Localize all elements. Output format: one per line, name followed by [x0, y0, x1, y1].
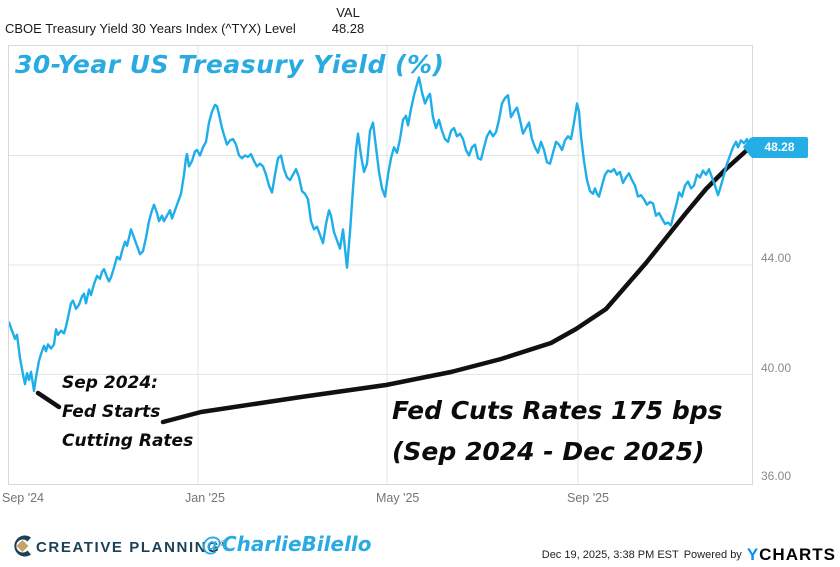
annotation-line: Fed Cuts Rates 175 bps	[392, 396, 723, 425]
ycharts-y: Y	[746, 545, 760, 564]
creative-planning-logo-icon	[14, 535, 31, 557]
x-tick-sep25: Sep '25	[567, 491, 610, 505]
annotation-line: Sep 2024:	[62, 373, 158, 393]
annotation-line: Fed Starts	[62, 402, 161, 422]
ycharts-charts: CHARTS	[759, 545, 836, 564]
plot-area	[8, 45, 753, 485]
val-current-value: 48.28	[331, 21, 365, 36]
annotation-fed-starts: Sep 2024: Fed Starts Cutting Rates	[62, 369, 193, 456]
val-column-header: VAL	[336, 5, 360, 20]
powered-by-label: Powered by	[683, 549, 742, 561]
series-name: CBOE Treasury Yield 30 Years Index (^TYX…	[5, 21, 296, 36]
chart-canvas	[9, 46, 752, 484]
annotation-line: (Sep 2024 - Dec 2025)	[392, 437, 705, 466]
chart-title: 30-Year US Treasury Yield (%)	[15, 50, 445, 79]
brand-text: CREATIVE PLANNING	[36, 539, 221, 556]
creative-planning-wordmark: CREATIVE PLANNING®	[36, 539, 226, 556]
annotation-line: Cutting Rates	[62, 431, 194, 451]
annotation-fed-cuts: Fed Cuts Rates 175 bps (Sep 2024 - Dec 2…	[392, 390, 723, 472]
last-value-tag: 48.28	[743, 137, 808, 158]
ycharts-logo: YCHARTS	[747, 545, 836, 565]
y-tick-36: 36.00	[761, 469, 792, 483]
x-tick-jan25: Jan '25	[185, 491, 225, 505]
y-tick-40: 40.00	[761, 361, 792, 375]
registered-mark: ®	[220, 541, 226, 548]
y-tick-44: 44.00	[761, 251, 792, 265]
footer-right: Dec 19, 2025, 3:38 PM EST Powered by YCH…	[542, 545, 836, 565]
author-handle: @CharlieBilello	[202, 532, 372, 556]
timestamp: Dec 19, 2025, 3:38 PM EST	[541, 549, 679, 561]
x-tick-may25: May '25	[376, 491, 420, 505]
x-tick-sep24: Sep '24	[2, 491, 45, 505]
